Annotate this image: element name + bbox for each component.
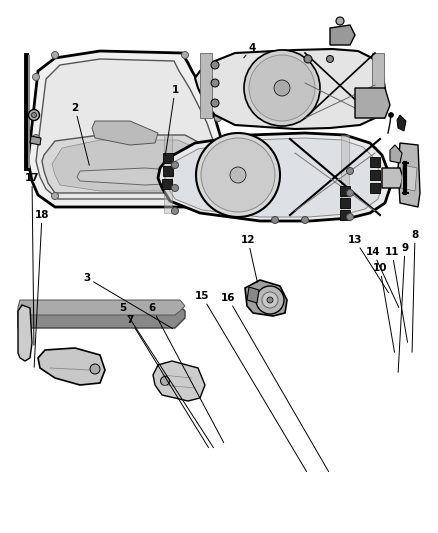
Polygon shape (18, 306, 185, 328)
Polygon shape (340, 210, 350, 220)
Polygon shape (200, 53, 212, 118)
Polygon shape (340, 186, 350, 196)
Polygon shape (52, 140, 204, 191)
Circle shape (32, 112, 36, 117)
Circle shape (172, 207, 179, 214)
Polygon shape (30, 136, 41, 145)
Polygon shape (77, 168, 188, 185)
Circle shape (336, 17, 344, 25)
Polygon shape (245, 280, 287, 316)
Circle shape (256, 286, 284, 314)
Circle shape (160, 376, 170, 385)
Circle shape (181, 192, 188, 199)
Text: 10: 10 (373, 263, 395, 352)
Circle shape (90, 364, 100, 374)
Polygon shape (382, 168, 403, 188)
Polygon shape (195, 49, 385, 129)
Circle shape (346, 214, 353, 221)
Circle shape (201, 138, 275, 212)
Text: 17: 17 (25, 173, 39, 345)
Circle shape (181, 52, 188, 59)
Polygon shape (330, 25, 355, 45)
Polygon shape (398, 143, 420, 207)
Circle shape (32, 134, 39, 141)
Polygon shape (162, 179, 172, 189)
Polygon shape (163, 153, 173, 163)
Text: 8: 8 (411, 230, 419, 352)
Text: 13: 13 (348, 235, 389, 293)
Polygon shape (18, 300, 185, 315)
Circle shape (230, 167, 246, 183)
Circle shape (274, 80, 290, 96)
Text: 14: 14 (366, 247, 399, 308)
Circle shape (211, 61, 219, 69)
Polygon shape (158, 133, 390, 221)
Circle shape (172, 161, 179, 168)
Polygon shape (355, 88, 390, 118)
Polygon shape (370, 157, 380, 167)
Polygon shape (341, 135, 349, 213)
Text: 5: 5 (120, 303, 213, 448)
Circle shape (52, 52, 59, 59)
Polygon shape (164, 135, 172, 213)
Text: 4: 4 (244, 43, 256, 58)
Polygon shape (247, 287, 259, 303)
Text: 15: 15 (195, 291, 307, 472)
Polygon shape (397, 115, 406, 131)
Circle shape (389, 112, 393, 117)
Circle shape (346, 190, 353, 197)
Circle shape (249, 55, 315, 121)
Polygon shape (372, 53, 384, 118)
Text: 9: 9 (398, 243, 409, 372)
Text: 11: 11 (385, 247, 407, 342)
Circle shape (211, 79, 219, 87)
Circle shape (172, 184, 179, 191)
Circle shape (262, 292, 278, 308)
Text: 6: 6 (148, 303, 224, 442)
Circle shape (215, 115, 222, 122)
Polygon shape (38, 348, 105, 385)
Text: 7: 7 (126, 315, 208, 448)
Circle shape (346, 167, 353, 174)
Polygon shape (28, 51, 226, 207)
Text: 3: 3 (83, 273, 173, 328)
Polygon shape (36, 59, 218, 199)
Polygon shape (370, 183, 380, 193)
Circle shape (326, 55, 333, 62)
Polygon shape (153, 361, 205, 401)
Polygon shape (390, 145, 402, 163)
Circle shape (301, 216, 308, 223)
Circle shape (211, 99, 219, 107)
Polygon shape (92, 121, 158, 145)
Circle shape (267, 297, 273, 303)
Polygon shape (165, 138, 382, 217)
Polygon shape (42, 135, 213, 193)
Polygon shape (401, 165, 417, 191)
Text: 18: 18 (34, 210, 49, 367)
Polygon shape (163, 166, 173, 176)
Circle shape (244, 50, 320, 126)
Text: 1: 1 (166, 85, 179, 155)
Circle shape (196, 133, 280, 217)
Circle shape (32, 74, 39, 80)
Text: 12: 12 (241, 235, 258, 282)
Circle shape (215, 169, 222, 176)
Circle shape (28, 109, 39, 120)
Polygon shape (370, 170, 380, 180)
Polygon shape (18, 305, 32, 361)
Polygon shape (340, 198, 350, 208)
Circle shape (304, 55, 312, 63)
Text: 16: 16 (221, 293, 328, 472)
Circle shape (272, 216, 279, 223)
Circle shape (52, 192, 59, 199)
Text: 2: 2 (71, 103, 89, 165)
